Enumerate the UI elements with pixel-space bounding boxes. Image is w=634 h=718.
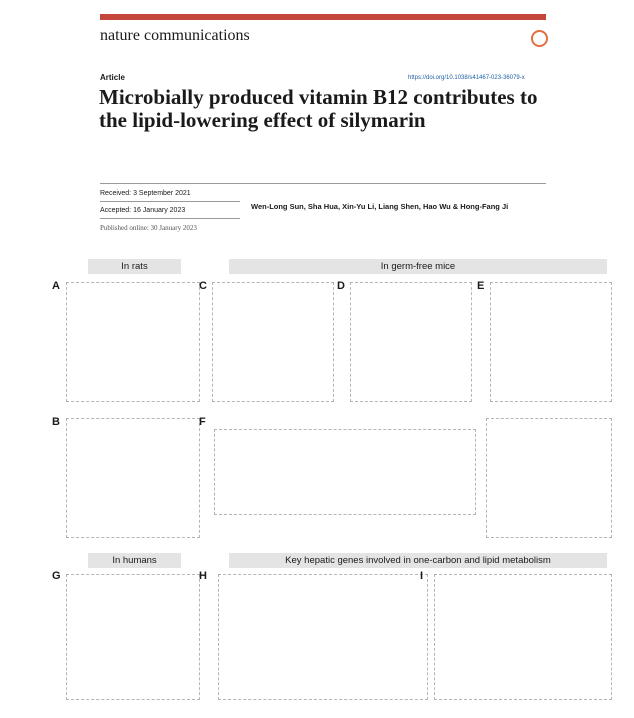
figure-panel xyxy=(66,574,200,700)
figure-panel xyxy=(214,429,476,515)
doi-link[interactable]: https://doi.org/10.1038/s41467-023-36079… xyxy=(408,75,525,81)
figure-panel xyxy=(486,418,612,538)
divider xyxy=(100,218,240,219)
figure-panel xyxy=(66,282,200,402)
journal-name: nature communications xyxy=(100,27,250,44)
section-label-genes: Key hepatic genes involved in one-carbon… xyxy=(229,553,607,568)
panel-letter: C xyxy=(199,280,207,292)
panel-letter: H xyxy=(199,570,207,582)
figure-panel xyxy=(212,282,334,402)
section-label-humans: In humans xyxy=(88,553,181,568)
figure-panel xyxy=(66,418,200,538)
published-date: Published online: 30 January 2023 xyxy=(100,224,197,232)
divider xyxy=(100,201,240,202)
open-access-icon xyxy=(531,30,548,47)
accepted-date: Accepted: 16 January 2023 xyxy=(100,207,186,214)
panel-letter: B xyxy=(52,416,60,428)
panel-letter: A xyxy=(52,280,60,292)
panel-letter: E xyxy=(477,280,485,292)
author-list: Wen-Long Sun, Sha Hua, Xin-Yu Li, Liang … xyxy=(251,202,509,211)
journal-rule xyxy=(100,14,546,20)
figure-panel xyxy=(434,574,612,700)
figure-panel xyxy=(218,574,428,700)
section-label-rats: In rats xyxy=(88,259,181,274)
divider xyxy=(100,183,546,184)
section-label-germ-free: In germ-free mice xyxy=(229,259,607,274)
article-title: Microbially produced vitamin B12 contrib… xyxy=(99,85,538,132)
panel-letter: I xyxy=(420,570,424,582)
received-date: Received: 3 September 2021 xyxy=(100,190,191,197)
figure-panel xyxy=(490,282,612,402)
panel-letter: D xyxy=(337,280,345,292)
panel-letter: G xyxy=(52,570,61,582)
article-type: Article xyxy=(100,73,125,82)
panel-letter: F xyxy=(199,416,206,428)
figure-panel xyxy=(350,282,472,402)
